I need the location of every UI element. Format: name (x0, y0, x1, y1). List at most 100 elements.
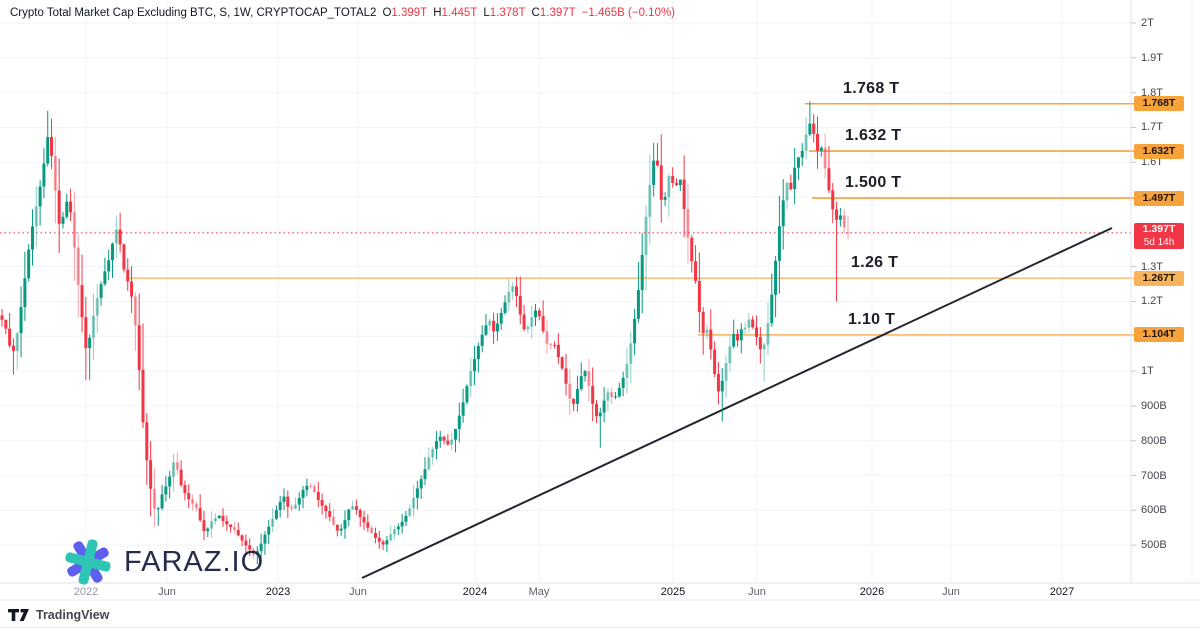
candle-body (610, 392, 614, 398)
candle-body (175, 462, 179, 470)
candle-body (671, 176, 675, 184)
tradingview-attribution[interactable]: TradingView (8, 608, 109, 622)
candle-body (88, 337, 92, 349)
candle-body (614, 396, 618, 398)
candle-body (514, 286, 518, 297)
candle-body (785, 182, 789, 201)
candle-body (469, 371, 473, 387)
candle-body (495, 323, 499, 332)
candle-body (450, 439, 454, 445)
candle-body (804, 134, 808, 151)
candle-body (84, 317, 88, 349)
candle-body (293, 504, 297, 509)
candle-body (457, 415, 461, 429)
ohlc-letter: H (433, 7, 442, 19)
candle-body (461, 402, 465, 416)
ohlc-value: 1.445T (441, 7, 478, 19)
candle-body (389, 534, 393, 541)
candle-body (537, 310, 541, 317)
candle-body (297, 497, 301, 505)
candle-body (800, 150, 804, 158)
candle-body (716, 373, 720, 392)
candle-body (732, 334, 736, 347)
trendline[interactable] (361, 227, 1113, 579)
candle-body (682, 179, 686, 209)
candle-body (541, 316, 545, 332)
candle-body (434, 441, 438, 450)
candle-body (492, 320, 496, 332)
candle-body (244, 540, 248, 546)
candle-body (328, 511, 332, 517)
candle-body (202, 520, 206, 532)
candle-body (675, 183, 679, 186)
candle-body (522, 314, 526, 330)
candle-body (381, 541, 385, 545)
faraz-watermark: FARAZ.IO (62, 536, 264, 588)
candle-body (465, 386, 469, 403)
candle-body (621, 377, 625, 388)
ohlc-value: 1.399T (391, 7, 428, 19)
candle-body (453, 428, 457, 440)
candle-body (72, 212, 76, 248)
candle-body (236, 529, 240, 536)
candle-body (15, 333, 19, 351)
candle-body (808, 123, 812, 135)
candle-body (351, 506, 355, 510)
candle-body (19, 307, 23, 334)
candle-body (107, 260, 111, 272)
candle-body (168, 476, 172, 487)
candle-body (842, 215, 846, 228)
candle-body (370, 527, 374, 534)
candle-body (781, 200, 785, 227)
candle-body (111, 243, 115, 261)
candle-body (103, 271, 107, 285)
candle-body (728, 346, 732, 364)
candle-body (114, 229, 118, 244)
candle-body (309, 485, 313, 487)
candle-body (278, 501, 282, 510)
candle-body (152, 488, 156, 509)
candle-body (30, 226, 34, 250)
tradingview-logo-icon (8, 609, 29, 621)
chart-legend[interactable]: Crypto Total Market Cap Excluding BTC, S… (10, 7, 675, 19)
candle-body (305, 485, 309, 490)
candle-body (762, 344, 766, 350)
candle-body (816, 133, 820, 151)
candle-body (819, 147, 823, 151)
candle-body (80, 285, 84, 318)
candle-body (160, 494, 164, 509)
candle-body (69, 201, 73, 213)
candle-body (301, 489, 305, 498)
ohlc-letter: C (531, 7, 540, 19)
candle-body (4, 319, 8, 329)
bar-countdown: 5d 14h (1143, 237, 1175, 248)
candle-body (316, 492, 320, 500)
candle-body (511, 286, 515, 292)
candle-body (591, 385, 595, 404)
last-price-badge[interactable]: 1.397T 5d 14h (1134, 223, 1184, 249)
candle-body (191, 499, 195, 504)
candle-body (38, 186, 42, 207)
candle-body (476, 345, 480, 360)
candle-body (8, 328, 12, 346)
candle-body (720, 380, 724, 392)
candle-body (587, 371, 591, 386)
candle-body (644, 216, 648, 255)
candle-body (823, 147, 827, 169)
candle-body (743, 327, 747, 330)
candle-body (648, 184, 652, 217)
faraz-logo-icon (65, 539, 111, 585)
candle-body (507, 291, 511, 303)
candle-body (91, 315, 95, 338)
candle-body (594, 403, 598, 417)
candle-body (400, 521, 404, 527)
candle-body (46, 136, 50, 164)
candle-body (23, 278, 27, 308)
candle-body (0, 315, 4, 320)
candle-body (255, 551, 259, 555)
candle-body (34, 206, 38, 227)
candle-body (598, 412, 602, 417)
candle-body (248, 545, 252, 550)
candle-body (171, 462, 175, 477)
